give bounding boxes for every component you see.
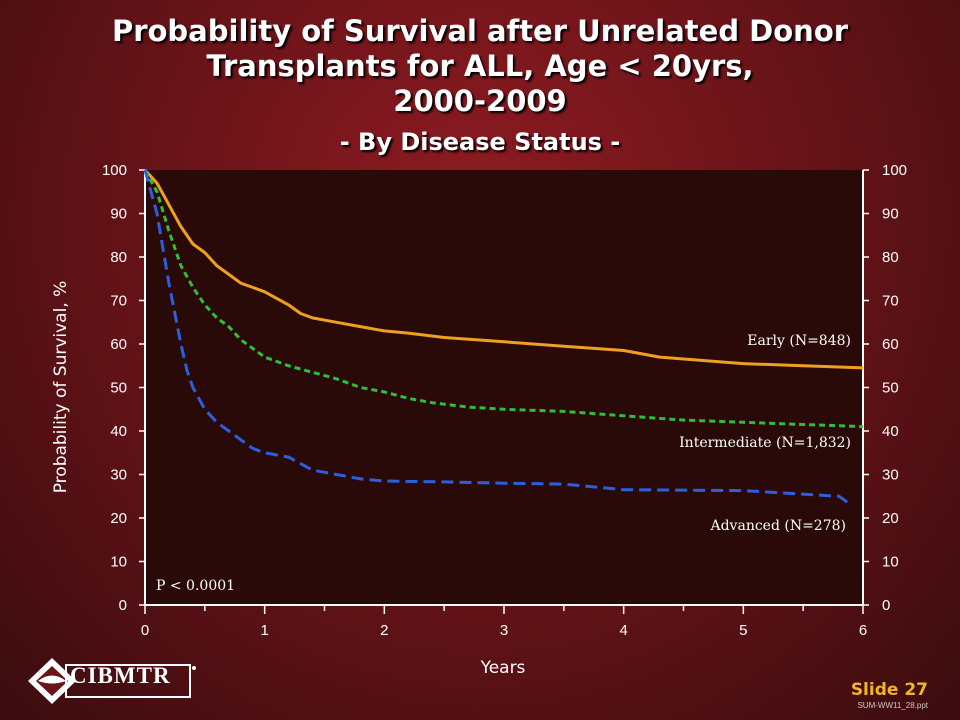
y-tick-label-right: 70 [882,293,899,310]
chart-title-line-2: Transplants for ALL, Age < 20yrs, [206,49,754,83]
chart-subtitle: - By Disease Status - [339,128,621,156]
cibmtr-logo-icon [28,658,196,704]
slide-number: Slide 27 [850,680,928,700]
y-tick-label-left: 80 [110,249,127,266]
y-axis-label: Probability of Survival, % [51,281,71,494]
y-tick-label-left: 70 [110,293,127,310]
x-tick-label: 4 [619,622,627,639]
y-tick-label-left: 100 [102,162,127,179]
y-tick-label-left: 30 [110,467,127,484]
y-tick-label-right: 80 [882,249,899,266]
y-tick-label-right: 10 [882,554,899,571]
y-tick-label-right: 20 [882,510,899,527]
series-line-early [143,168,864,370]
y-tick-label-left: 10 [110,554,127,571]
series-line-advanced [143,169,852,507]
y-tick-label-right: 30 [882,467,899,484]
series-layer [143,168,864,507]
series-label-advanced: Advanced (N=278) [709,518,846,534]
x-tick-label: 6 [859,622,867,639]
y-tick-label-right: 0 [882,597,890,614]
series-label-intermediate: Intermediate (N=1,832) [679,435,851,451]
x-tick-label: 2 [380,622,388,639]
file-code: SUM-WW11_28.ppt [857,701,928,710]
y-tick-label-left: 20 [110,510,127,527]
y-tick-label-left: 0 [119,597,127,614]
plot-area [145,170,863,605]
y-tick-label-right: 60 [882,336,899,353]
y-tick-label-left: 90 [110,206,127,223]
y-tick-label-left: 50 [110,380,127,397]
y-tick-label-left: 40 [110,423,127,440]
p-value-annotation: P < 0.0001 [156,578,235,594]
y-tick-label-right: 100 [882,162,907,179]
cibmtr-logo-text: CIBMTR [70,663,171,688]
x-tick-label: 5 [739,622,747,639]
x-tick-label: 0 [141,622,149,639]
chart-title-line-1: Probability of Survival after Unrelated … [111,14,849,48]
y-tick-label-right: 40 [882,423,899,440]
series-line-intermediate [143,169,864,429]
x-axis-label: Years [480,658,526,678]
y-tick-label-right: 90 [882,206,899,223]
y-tick-label-left: 60 [110,336,127,353]
x-tick-label: 1 [260,622,268,639]
x-tick-label: 3 [500,622,508,639]
chart-title: Probability of Survival after Unrelated … [0,14,960,119]
y-tick-label-right: 50 [882,380,899,397]
chart-title-line-3: 2000-2009 [393,84,567,118]
series-label-early: Early (N=848) [747,333,851,349]
